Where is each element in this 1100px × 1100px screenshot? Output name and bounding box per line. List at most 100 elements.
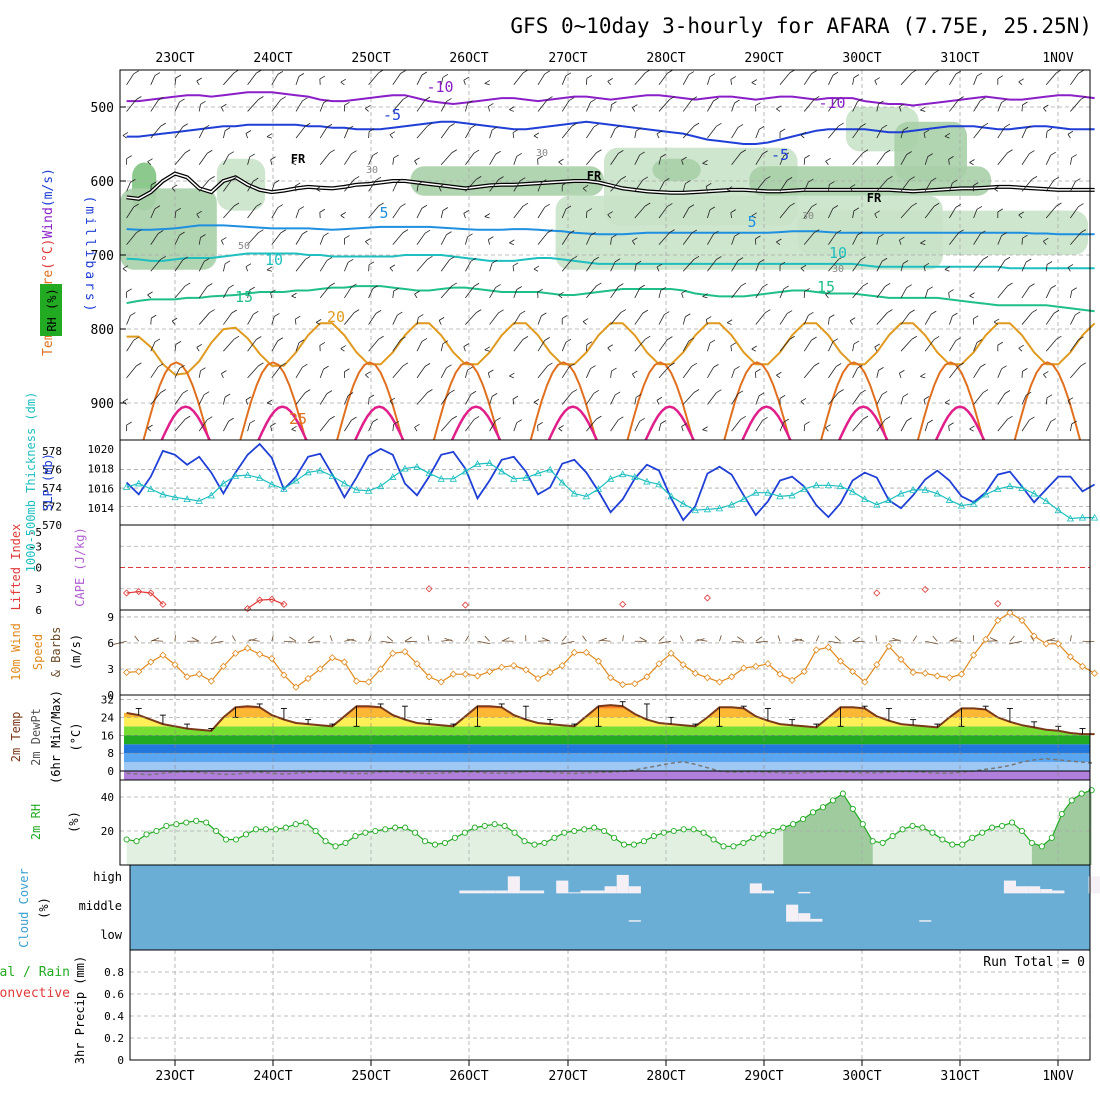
cloud-bar: [628, 920, 641, 922]
wind-barb-flag: [122, 132, 129, 136]
wind-barb-flag: [498, 176, 504, 180]
wind-barb: [295, 342, 300, 352]
wind-barb-flag: [136, 362, 142, 367]
wind-barb-flag: [509, 372, 515, 377]
wind-barb: [1046, 637, 1055, 642]
wind-barb: [174, 211, 177, 219]
wind-barb: [1045, 72, 1057, 86]
wind-barb: [533, 401, 539, 405]
isotherm-line-30: [547, 405, 598, 441]
wind-barb: [949, 340, 957, 352]
wind-barb: [368, 205, 379, 219]
wind-barb-flag: [853, 74, 860, 78]
cloud-bar: [786, 904, 799, 922]
data-point: [710, 836, 717, 843]
wind-barb-flag: [393, 154, 399, 159]
wind-barb-flag: [463, 76, 469, 81]
contour-label: FR: [867, 191, 882, 205]
wind-barb-flag: [470, 390, 477, 395]
wind-barb-flag: [1007, 282, 1013, 287]
wind-barb: [1067, 134, 1071, 139]
wind-barb-flag: [639, 151, 645, 156]
wind-barb-flag: [1078, 336, 1084, 341]
wind-barb: [876, 419, 886, 432]
wind-barb: [658, 206, 668, 219]
wind-barb-flag: [389, 264, 396, 269]
data-point: [451, 834, 458, 841]
data-point: [667, 492, 675, 500]
data-point: [461, 670, 469, 678]
wind-barb: [751, 348, 756, 352]
wind-barb-flag: [911, 335, 918, 340]
wind-barb: [586, 102, 591, 112]
wind-barb-flag: [368, 128, 375, 132]
wind-barb: [924, 313, 932, 325]
wind-barb-flag: [351, 416, 357, 421]
cloud-bar: [580, 890, 593, 894]
wind-barb-flag: [277, 71, 284, 75]
wind-barb-flag: [635, 393, 642, 398]
data-point: [982, 490, 990, 498]
wind-barb-flag: [233, 335, 240, 340]
wind-barb: [386, 636, 394, 642]
y-tick-label: 3: [107, 663, 114, 676]
wind-barb: [319, 127, 328, 139]
wind-barb: [465, 394, 472, 405]
wind-barb: [634, 130, 637, 139]
wind-barb-flag: [933, 69, 940, 74]
lifted-index-line: [126, 590, 164, 605]
wind-barb: [1045, 421, 1052, 432]
wind-barb-flag: [414, 423, 420, 428]
wind-barb: [852, 234, 858, 245]
wind-barb: [944, 269, 950, 272]
wind-barb: [727, 322, 732, 325]
data-point: [244, 644, 252, 652]
wind-barb: [484, 216, 490, 219]
wind-barb-flag: [365, 105, 371, 109]
wind-barb: [389, 134, 394, 139]
wind-barb-flag: [424, 96, 431, 101]
wind-barb-flag: [1018, 344, 1024, 349]
contour-label: 30: [536, 148, 548, 159]
wind-barb-flag: [353, 176, 360, 180]
wind-barb: [416, 184, 419, 192]
wind-barb: [223, 263, 226, 272]
isotherm-line-30: [741, 405, 792, 441]
wind-barb: [755, 636, 763, 642]
wind-barb-flag: [1029, 150, 1035, 154]
wind-barb-flag: [642, 309, 649, 314]
wind-barb: [776, 108, 781, 112]
wind-ylabel-speed: Speed: [31, 634, 45, 670]
wind-barb-flag: [488, 103, 494, 107]
data-point: [219, 662, 227, 670]
wind-barb: [900, 72, 913, 86]
wind-barb: [416, 366, 426, 379]
data-point: [703, 505, 712, 513]
wind-barb: [513, 205, 524, 219]
wind-barb-flag: [249, 419, 255, 424]
y-tick-label-left: 570: [42, 519, 62, 532]
wind-barb: [682, 207, 690, 219]
data-point: [122, 483, 131, 491]
wind-barb: [1045, 397, 1048, 405]
wind-barb: [852, 367, 858, 379]
wind-barb: [610, 261, 616, 272]
data-point: [994, 485, 1002, 492]
wind-barb: [702, 296, 708, 299]
wind-barb: [465, 127, 472, 139]
wind-barb: [731, 369, 735, 378]
cloud-bar: [1028, 886, 1041, 894]
wind-barb-flag: [270, 289, 276, 294]
wind-barb-flag: [533, 398, 540, 403]
wind-barb: [949, 182, 953, 192]
wind-barb-flag: [884, 149, 891, 154]
wind-barb-flag: [681, 289, 687, 294]
wind-barb-flag: [378, 202, 384, 207]
wind-barb-flag: [1067, 130, 1074, 135]
data-point: [824, 481, 833, 489]
wind-barb-flag: [755, 102, 761, 107]
wind-barb: [368, 288, 374, 299]
data-point: [213, 827, 220, 835]
data-point: [328, 654, 336, 662]
